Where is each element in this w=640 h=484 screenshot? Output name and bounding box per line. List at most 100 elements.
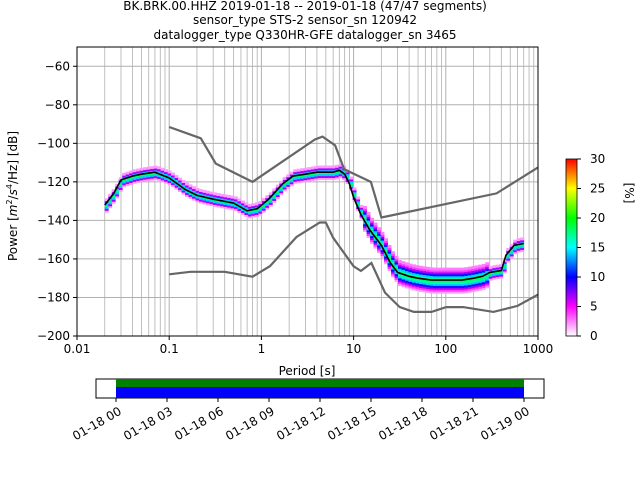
heatmap-cell (251, 208, 256, 212)
heatmap-cell (129, 172, 134, 176)
heatmap-cell (453, 283, 458, 286)
heatmap-cell (219, 197, 224, 201)
heatmap-cell (377, 234, 381, 238)
heatmap-cell (418, 283, 423, 287)
heatmap-cell (513, 247, 518, 251)
heatmap-cell (153, 173, 158, 177)
heatmap-cell (453, 267, 458, 271)
heatmap-cell (408, 271, 413, 275)
heatmap-cell (411, 264, 416, 268)
heatmap-cell (366, 235, 371, 238)
heatmap-cell (418, 287, 423, 290)
heatmap-cell (394, 257, 399, 261)
heatmap-cell (467, 282, 472, 285)
heatmap-cell (391, 262, 395, 266)
heatmap-cell (345, 171, 350, 175)
heatmap-cell (331, 173, 336, 177)
heatmap-cell (345, 173, 350, 177)
heatmap-cell (157, 177, 162, 181)
heatmap-cell (349, 180, 354, 184)
heatmap-cell (139, 177, 144, 181)
heatmap-cell (398, 265, 402, 269)
heatmap-cell (411, 281, 416, 285)
heatmap-cell (460, 281, 465, 285)
heatmap-cell (481, 283, 486, 287)
heatmap-cell (324, 169, 329, 173)
heatmap-cell (467, 274, 472, 278)
heatmap-cell (363, 217, 368, 221)
heatmap-cell (206, 190, 210, 194)
heatmap-cell (436, 288, 441, 292)
heatmap-cell (509, 255, 514, 259)
heatmap-cell (282, 188, 287, 192)
heatmap-cell (415, 278, 420, 282)
heatmap-cell (174, 186, 179, 190)
heatmap-cell (335, 164, 340, 168)
heatmap-cell (492, 267, 497, 271)
heatmap-cell (377, 250, 381, 254)
heatmap-cell (408, 284, 413, 288)
heatmap-cell (429, 273, 434, 277)
heatmap-cell (181, 189, 186, 193)
heatmap-cell (199, 198, 203, 202)
heatmap-cell (129, 180, 134, 183)
heatmap-cell (233, 198, 238, 202)
heatmap-cell (164, 176, 168, 180)
heatmap-cell (310, 168, 315, 172)
heatmap-cell (146, 174, 151, 178)
heatmap-cell (481, 277, 486, 281)
heatmap-cell (125, 181, 130, 185)
heatmap-cell (481, 285, 486, 289)
heatmap-cell (495, 272, 500, 276)
heatmap-cell (356, 204, 361, 208)
heatmap-cell (405, 272, 409, 275)
heatmap-cell (349, 176, 354, 180)
heatmap-cell (328, 175, 333, 179)
heatmap-cell (377, 238, 381, 242)
heatmap-cell (240, 212, 245, 215)
heatmap-cell (422, 274, 427, 277)
heatmap-cell (422, 283, 427, 287)
heatmap-cell (185, 190, 189, 194)
heatmap-cell (453, 277, 458, 281)
heatmap-cell (300, 168, 305, 172)
heatmap-cell (377, 246, 381, 250)
heatmap-cell (317, 169, 322, 173)
heatmap-cell (408, 280, 413, 284)
heatmap-cell (425, 289, 430, 293)
heatmap-cell (307, 167, 312, 171)
heatmap-cell (132, 177, 137, 180)
heatmap-cell (380, 237, 385, 241)
heatmap-cell (377, 244, 381, 248)
heatmap-cell (370, 235, 374, 239)
heatmap-cell (446, 269, 451, 273)
heatmap-cell (181, 182, 186, 185)
heatmap-cell (226, 196, 231, 200)
heatmap-cell (474, 282, 479, 286)
heatmap-cell (478, 266, 483, 270)
heatmap-cell (411, 279, 416, 283)
heatmap-cell (272, 196, 277, 200)
heatmap-cell (296, 178, 301, 182)
heatmap-cell (439, 271, 444, 275)
heatmap-cell (167, 174, 172, 178)
heatmap-cell (387, 250, 392, 254)
heatmap-cell (387, 256, 392, 260)
heatmap-cell (293, 180, 298, 184)
heatmap-cell (314, 175, 319, 179)
heatmap-cell (387, 254, 392, 258)
heatmap-cell (192, 189, 196, 193)
heatmap-cell (513, 245, 518, 249)
heatmap-cell (237, 200, 242, 204)
heatmap-cell (377, 229, 381, 233)
heatmap-cell (192, 197, 196, 201)
heatmap-cell (359, 204, 364, 208)
heatmap-cell (391, 258, 395, 262)
heatmap-cell (136, 178, 141, 182)
heatmap-cell (310, 172, 315, 176)
heatmap-cell (132, 171, 137, 175)
heatmap-cell (443, 273, 448, 277)
heatmap-cell (216, 200, 221, 204)
heatmap-cell (467, 287, 472, 291)
heatmap-cell (373, 245, 378, 249)
